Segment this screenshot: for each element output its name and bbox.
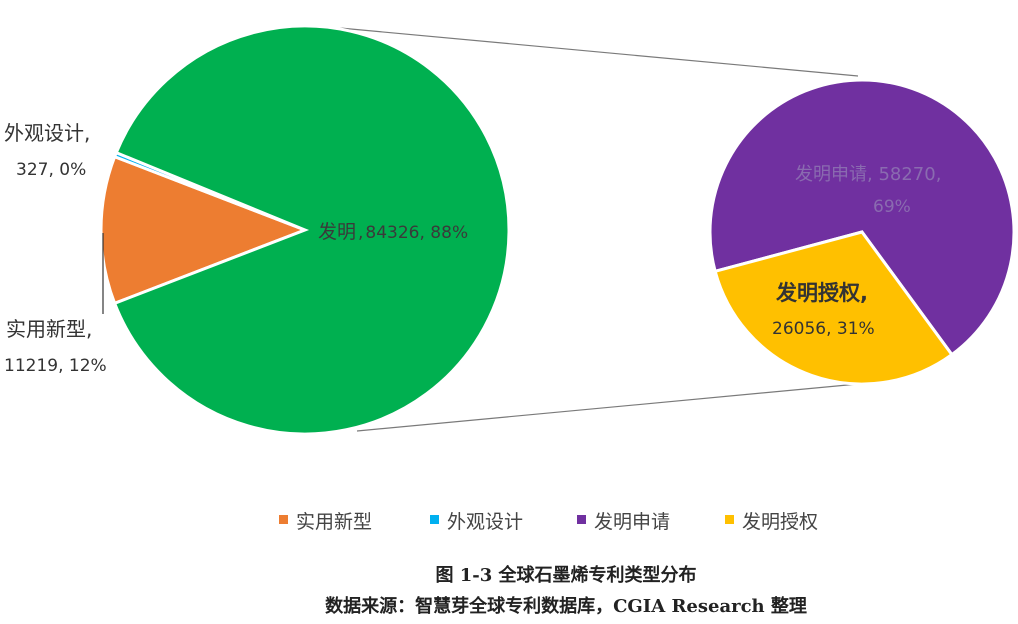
label-application: 发明申请, 58270,	[795, 164, 941, 185]
legend-swatch-design	[430, 515, 439, 524]
slice-grant	[713, 230, 954, 386]
figure-source: 数据来源：智慧芽全球专利数据库，CGIA Research 整理	[325, 595, 807, 617]
label-design-value: 327, 0%	[16, 160, 86, 180]
legend-label-utility: 实用新型	[296, 511, 372, 533]
legend-swatch-application	[577, 515, 586, 524]
legend: 实用新型 外观设计 发明申请 发明授权	[279, 511, 818, 533]
label-application-pct: 69%	[873, 197, 911, 217]
figure-title: 图 1-3 全球石墨烯专利类型分布	[435, 564, 696, 586]
sub-pie	[708, 78, 1016, 386]
label-utility-value: 11219, 12%	[4, 356, 107, 376]
legend-label-application: 发明申请	[594, 511, 670, 533]
slice-application	[708, 78, 1016, 357]
main-pie	[99, 24, 511, 436]
legend-label-grant: 发明授权	[742, 511, 818, 533]
slice-invention	[112, 24, 511, 436]
connector-line-top	[339, 27, 859, 77]
legend-swatch-grant	[725, 515, 734, 524]
label-design: 外观设计,	[4, 121, 90, 145]
label-utility: 实用新型,	[6, 317, 92, 341]
legend-label-design: 外观设计	[447, 511, 523, 533]
slice-utility-model	[99, 154, 310, 306]
label-invention: 发明, 84326, 88%	[318, 221, 468, 243]
label-grant-value: 26056, 31%	[772, 319, 875, 339]
legend-swatch-utility	[279, 515, 288, 524]
connector-line-bottom	[356, 383, 859, 432]
label-grant: 发明授权,	[775, 281, 868, 305]
connector-lines	[339, 27, 859, 432]
